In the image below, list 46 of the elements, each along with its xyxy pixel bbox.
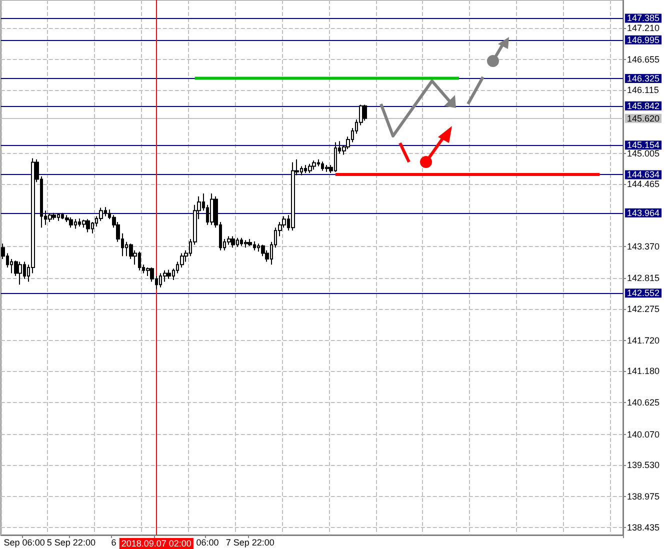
candlestick (18, 261, 22, 286)
candlestick (69, 216, 73, 228)
x-tick-label: 06:00 (196, 538, 219, 548)
candlestick (82, 219, 86, 228)
y-tick-label: 140.625 (627, 398, 660, 408)
candlestick (210, 193, 214, 226)
x-tick-label: 7 Sep 22:00 (226, 538, 274, 548)
candlestick (48, 212, 52, 222)
y-tick-label: 141.180 (627, 366, 660, 376)
ref-line-label: 144.634 (627, 170, 660, 180)
y-tick-label: 138.975 (627, 492, 660, 502)
candlestick (312, 160, 316, 170)
candlestick (231, 236, 235, 248)
y-tick-label: 142.275 (627, 304, 660, 314)
y-tick-label: 138.435 (627, 522, 660, 532)
candlestick (308, 163, 312, 174)
ref-line-label: 143.964 (627, 208, 660, 218)
candlestick (244, 240, 248, 248)
candlestick (363, 104, 367, 122)
candlestick (52, 212, 56, 220)
y-tick-label: 145.005 (627, 148, 660, 158)
ref-line-label: 145.620 (627, 113, 660, 124)
ref-line-label: 146.325 (627, 74, 660, 84)
y-tick-label: 140.070 (627, 429, 660, 440)
y-tick-label: 146.655 (627, 54, 660, 64)
y-tick-label: 141.720 (627, 335, 660, 346)
candlestick (291, 162, 295, 232)
x-tick-label: 2018.09.07 02:00 (121, 538, 192, 548)
ref-line-label: 145.842 (627, 100, 660, 111)
ref-line-label: 146.995 (627, 34, 660, 45)
y-tick-label: 139.530 (627, 460, 660, 470)
y-tick-label: 147.210 (627, 22, 660, 33)
y-tick-label: 146.115 (627, 85, 659, 96)
candlestick (325, 164, 329, 172)
y-tick-label: 143.370 (627, 241, 660, 252)
candlestick (248, 238, 252, 246)
x-tick-label: 6 (111, 538, 116, 548)
ref-line-label: 147.385 (627, 13, 660, 24)
ref-line-label: 145.154 (627, 140, 660, 150)
x-tick-label: Sep 06:00 (4, 538, 45, 548)
candlestick (86, 218, 90, 233)
x-tick-label: 5 Sep 22:00 (46, 538, 96, 548)
y-tick-label: 144.465 (627, 179, 660, 190)
ref-line-label: 142.552 (627, 288, 660, 298)
candlestick (167, 269, 171, 280)
y-tick-label: 142.815 (627, 273, 660, 284)
